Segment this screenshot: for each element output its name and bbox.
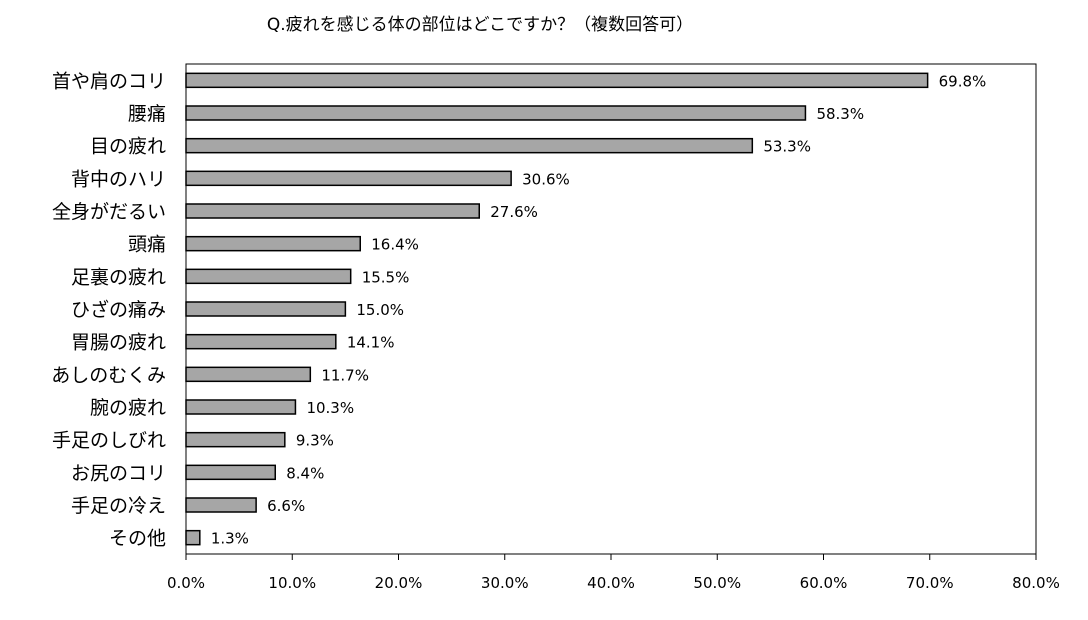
x-tick-label: 20.0% xyxy=(375,574,423,592)
category-label: 腰痛 xyxy=(128,103,166,125)
data-label: 15.5% xyxy=(362,268,410,286)
bar xyxy=(185,497,257,513)
bar xyxy=(185,333,337,350)
value-labels: 69.8% 58.3% 53.3% 30.6% 27.6% 16.4% 15.5% 15.0%… xyxy=(211,72,986,547)
bars xyxy=(185,72,929,546)
bar xyxy=(185,203,480,219)
x-tick-label: 30.0% xyxy=(481,574,529,592)
data-label: 1.3% xyxy=(211,530,249,548)
category-label: 手足の冷え xyxy=(71,495,166,517)
x-tick-label: 60.0% xyxy=(800,574,848,592)
data-label: 14.1% xyxy=(347,334,395,352)
chart-title: Q.疲れを感じる体の部位はどこですか？（複数回答可） xyxy=(266,15,694,35)
bar xyxy=(185,366,312,383)
category-label: 胃腸の疲れ xyxy=(71,332,166,354)
category-label: 首や肩のコリ xyxy=(52,70,166,92)
bar xyxy=(185,431,286,448)
data-label: 16.4% xyxy=(371,236,419,254)
x-tick-label: 70.0% xyxy=(906,574,954,592)
bar xyxy=(185,235,361,252)
category-label: お尻のコリ xyxy=(71,462,166,484)
data-label: 58.3% xyxy=(816,105,864,123)
data-label: 10.3% xyxy=(306,399,354,417)
data-label: 6.6% xyxy=(267,497,305,515)
x-axis: 0.0% 10.0% 20.0% 30.0% 40.0% 50.0% 60.0% 70.0% 8… xyxy=(167,554,1060,592)
category-label: 頭痛 xyxy=(128,234,166,256)
category-labels: 首や肩のコリ腰痛目の疲れ背中のハリ全身がだるい頭痛足裏の疲れひざの痛み胃腸の疲れ… xyxy=(51,70,166,549)
x-tick-label: 50.0% xyxy=(693,574,741,592)
bar xyxy=(185,137,754,154)
bar xyxy=(185,529,201,546)
data-label: 8.4% xyxy=(286,464,324,482)
category-label: 手足のしびれ xyxy=(52,430,166,452)
category-label: 腕の疲れ xyxy=(90,397,166,419)
x-tick-label: 80.0% xyxy=(1012,574,1060,592)
data-label: 53.3% xyxy=(763,138,811,156)
bar xyxy=(185,72,929,89)
data-label: 69.8% xyxy=(939,72,987,90)
bar xyxy=(185,105,807,121)
category-label: その他 xyxy=(109,528,166,550)
category-label: ひざの痛み xyxy=(71,298,166,321)
data-label: 27.6% xyxy=(490,203,538,221)
bar xyxy=(185,268,352,285)
category-label: 全身がだるい xyxy=(52,201,166,223)
bar xyxy=(185,464,276,481)
x-tick-label: 40.0% xyxy=(587,574,635,592)
x-tick-label: 0.0% xyxy=(167,574,205,592)
data-label: 11.7% xyxy=(321,366,369,384)
x-tick-label: 10.0% xyxy=(268,574,316,592)
bar xyxy=(185,301,347,317)
category-label: 目の疲れ xyxy=(90,136,166,158)
bar xyxy=(185,170,512,187)
data-label: 30.6% xyxy=(522,170,570,188)
data-label: 15.0% xyxy=(356,301,404,319)
category-label: あしのむくみ xyxy=(51,364,166,386)
bar xyxy=(185,399,297,415)
data-label: 9.3% xyxy=(296,432,334,450)
category-label: 背中のハリ xyxy=(71,168,166,190)
category-label: 足裏の疲れ xyxy=(71,266,166,288)
